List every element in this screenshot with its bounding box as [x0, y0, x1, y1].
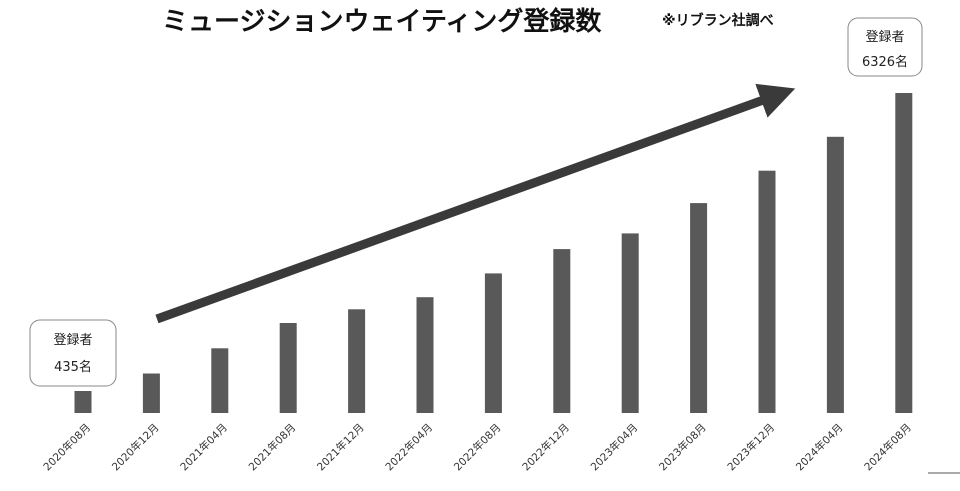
x-tick-label: 2024年04月: [793, 421, 845, 473]
bar-2022年08月: [484, 273, 502, 413]
bar-2024年08月: [895, 93, 913, 413]
callout-last-value: 6326名: [862, 54, 908, 70]
x-tick-label: 2021年08月: [246, 421, 298, 473]
source-note: ※リブラン社調べ: [662, 12, 774, 29]
chart-title: ミュージションウェイティング登録数: [162, 6, 602, 37]
callout-last: 登録者 6326名: [847, 17, 923, 77]
x-tick-labels: 2020年08月 2020年12月 2021年04月 2021年08月 2021年12月…: [41, 421, 914, 473]
callout-last-box: [847, 17, 923, 77]
callout-first: 登録者 435名: [29, 319, 117, 387]
x-tick-label: 2021年04月: [178, 421, 230, 473]
bar-2020年08月: [74, 391, 92, 413]
trend-arrow: [155, 83, 796, 324]
bar-2023年04月: [621, 233, 639, 413]
x-tick-label: 2020年12月: [109, 421, 161, 473]
x-tick-label: 2022年12月: [520, 421, 572, 473]
x-tick-label: 2023年04月: [588, 421, 640, 473]
bar-2023年12月: [758, 170, 776, 413]
bar-2022年12月: [553, 249, 571, 413]
bar-2021年08月: [279, 323, 297, 413]
bar-2021年04月: [211, 348, 229, 413]
callout-last-label: 登録者: [865, 30, 904, 45]
bar-2020年12月: [142, 373, 160, 413]
bar-2021年12月: [348, 309, 366, 413]
bar-2022年04月: [416, 297, 434, 413]
x-tick-label: 2023年12月: [725, 421, 777, 473]
x-tick-label: 2023年08月: [656, 421, 708, 473]
x-tick-label: 2021年12月: [314, 421, 366, 473]
bar-2024年04月: [826, 136, 844, 414]
x-tick-label: 2020年08月: [41, 421, 93, 473]
bars-group: [74, 93, 913, 414]
callout-first-value: 435名: [54, 359, 92, 375]
x-tick-label: 2022年04月: [383, 421, 435, 473]
callout-first-box: [29, 319, 117, 387]
x-tick-label: 2024年08月: [862, 421, 914, 473]
callout-first-label: 登録者: [53, 333, 92, 348]
x-tick-label: 2022年08月: [451, 421, 503, 473]
bar-2023年08月: [690, 203, 708, 413]
